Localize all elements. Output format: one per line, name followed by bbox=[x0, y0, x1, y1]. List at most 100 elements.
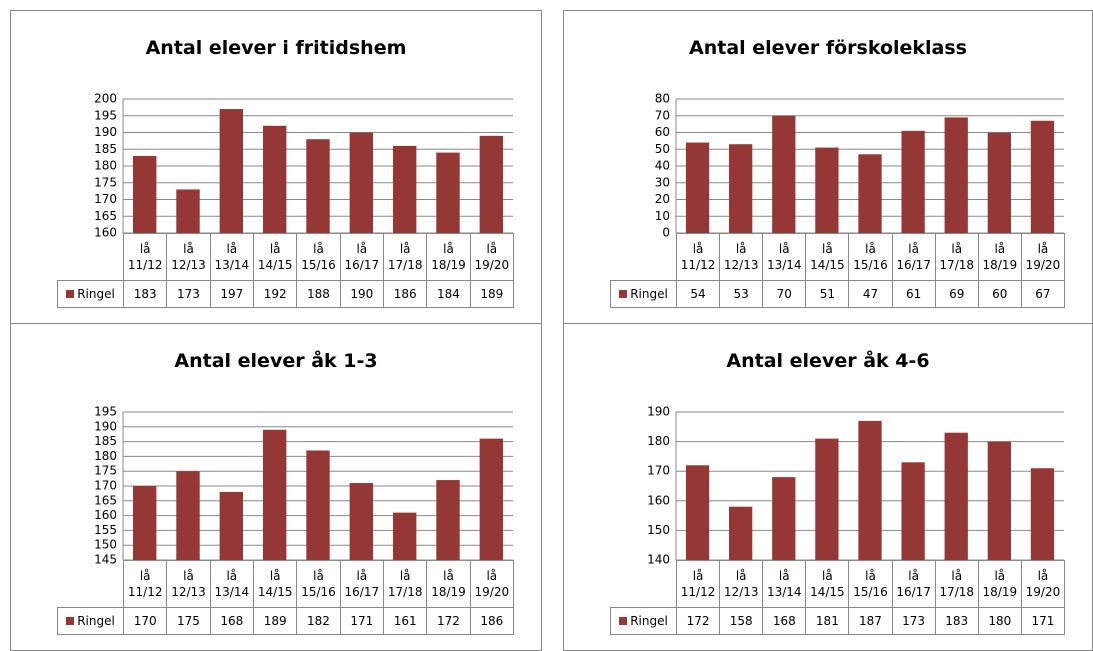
x-tick-label: lå 15/16 bbox=[848, 233, 893, 281]
bar bbox=[262, 125, 287, 233]
value-cell: 192 bbox=[253, 280, 298, 308]
value-cell: 53 bbox=[719, 280, 764, 308]
value-cell: 67 bbox=[1020, 280, 1065, 308]
chart-panel: Antal elever i fritidshem 160 165 170 175 180… bbox=[10, 10, 542, 324]
x-tick-label: lå 17/18 bbox=[934, 233, 979, 281]
y-tick-label: 170 bbox=[94, 479, 117, 493]
value-cell: 183 bbox=[123, 280, 168, 308]
legend-swatch bbox=[66, 290, 75, 298]
value-cell: 168 bbox=[209, 607, 254, 635]
bar bbox=[132, 155, 157, 233]
value-cell: 172 bbox=[426, 607, 471, 635]
value-cell: 190 bbox=[339, 280, 384, 308]
y-tick-label: 190 bbox=[94, 125, 117, 139]
y-tick-label: 160 bbox=[647, 493, 670, 507]
x-tick-label: lå 19/20 bbox=[469, 233, 514, 281]
value-cell: 60 bbox=[977, 280, 1022, 308]
legend-swatch bbox=[619, 290, 628, 298]
y-tick-label: 165 bbox=[94, 493, 117, 507]
value-cell: 70 bbox=[762, 280, 807, 308]
value-cell: 180 bbox=[977, 607, 1022, 635]
y-tick-label: 195 bbox=[94, 405, 117, 419]
value-cell: 170 bbox=[123, 607, 168, 635]
x-tick-label: lå 18/19 bbox=[977, 233, 1022, 281]
x-tick-label: lå 19/20 bbox=[1020, 560, 1065, 608]
x-tick-label: lå 13/14 bbox=[209, 233, 254, 281]
bar bbox=[858, 154, 882, 233]
y-tick-label: 80 bbox=[655, 92, 670, 106]
chart-title: Antal elever åk 4-6 bbox=[726, 350, 930, 372]
chart-panel: Antal elever åk 1-3 145 150 155 160 165 170 175… bbox=[10, 323, 542, 651]
x-tick-label: lå 12/13 bbox=[719, 560, 764, 608]
bar bbox=[815, 438, 839, 560]
y-tick-label: 180 bbox=[94, 449, 117, 463]
x-tick-label: lå 11/12 bbox=[123, 560, 168, 608]
bar bbox=[987, 132, 1011, 233]
y-tick-label: 170 bbox=[647, 464, 670, 478]
bar bbox=[306, 450, 330, 560]
value-cell: 171 bbox=[1020, 607, 1065, 635]
bar bbox=[729, 506, 753, 560]
x-tick-label: lå 15/16 bbox=[848, 560, 893, 608]
x-tick-label: lå 13/14 bbox=[762, 560, 807, 608]
bar bbox=[436, 152, 460, 233]
bar bbox=[479, 438, 504, 560]
bar bbox=[436, 480, 460, 560]
bar bbox=[815, 147, 839, 233]
y-tick-label: 160 bbox=[94, 226, 117, 240]
x-tick-label: lå 16/17 bbox=[891, 560, 936, 608]
x-tick-label: lå 18/19 bbox=[426, 560, 471, 608]
bar bbox=[685, 142, 710, 233]
bar bbox=[987, 441, 1011, 560]
legend-swatch bbox=[66, 617, 75, 625]
bar bbox=[901, 130, 925, 233]
legend-label: Ringel bbox=[630, 287, 668, 301]
x-tick-label: lå 14/15 bbox=[805, 560, 850, 608]
bar bbox=[729, 144, 753, 233]
value-cell: 69 bbox=[934, 280, 979, 308]
value-cell: 171 bbox=[339, 607, 384, 635]
value-cell: 175 bbox=[166, 607, 211, 635]
y-tick-label: 50 bbox=[655, 142, 670, 156]
value-cell: 168 bbox=[762, 607, 807, 635]
y-tick-label: 200 bbox=[94, 92, 117, 106]
legend-cell: Ringel bbox=[57, 280, 124, 308]
legend-label: Ringel bbox=[77, 287, 115, 301]
bar bbox=[392, 145, 417, 233]
bar bbox=[132, 486, 157, 560]
x-tick-label: lå 17/18 bbox=[383, 233, 428, 281]
y-tick-label: 180 bbox=[94, 159, 117, 173]
x-tick-label: lå 13/14 bbox=[209, 560, 254, 608]
x-tick-label: lå 15/16 bbox=[296, 233, 341, 281]
plot: 0 10 20 30 40 50 60 70 80 bbox=[655, 92, 1064, 240]
y-tick-label: 20 bbox=[655, 192, 670, 206]
bar bbox=[262, 429, 287, 560]
legend-swatch bbox=[619, 617, 628, 625]
value-cell: 182 bbox=[296, 607, 341, 635]
x-tick-label: lå 11/12 bbox=[123, 233, 168, 281]
chart-title: Antal elever förskoleklass bbox=[689, 37, 967, 59]
value-cell: 181 bbox=[805, 607, 850, 635]
x-tick-label: lå 14/15 bbox=[805, 233, 850, 281]
x-tick-label: lå 14/15 bbox=[253, 560, 298, 608]
x-tick-label: lå 12/13 bbox=[166, 233, 211, 281]
chart-title: Antal elever i fritidshem bbox=[145, 37, 407, 59]
bar bbox=[858, 420, 882, 560]
y-tick-label: 40 bbox=[655, 159, 670, 173]
value-cell: 172 bbox=[676, 607, 721, 635]
y-tick-label: 190 bbox=[647, 405, 670, 419]
y-tick-label: 185 bbox=[94, 142, 117, 156]
y-tick-label: 175 bbox=[94, 175, 117, 189]
value-cell: 197 bbox=[209, 280, 254, 308]
x-tick-label: lå 17/18 bbox=[934, 560, 979, 608]
x-tick-label: lå 16/17 bbox=[891, 233, 936, 281]
y-tick-label: 140 bbox=[647, 553, 670, 567]
legend-cell: Ringel bbox=[610, 607, 677, 635]
y-tick-label: 60 bbox=[655, 125, 670, 139]
value-cell: 54 bbox=[676, 280, 721, 308]
bar bbox=[392, 512, 417, 560]
x-tick-label: lå 12/13 bbox=[719, 233, 764, 281]
bar bbox=[901, 462, 925, 560]
